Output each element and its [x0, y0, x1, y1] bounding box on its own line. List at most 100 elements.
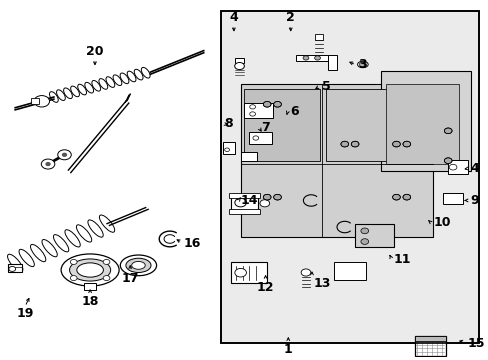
Bar [314, 34, 323, 40]
Bar [84, 283, 96, 290]
Circle shape [9, 266, 16, 271]
Circle shape [46, 163, 50, 166]
Text: 2: 2 [286, 11, 294, 24]
Ellipse shape [71, 86, 79, 97]
Circle shape [273, 102, 281, 107]
Bar [334, 262, 365, 280]
Bar [220, 12, 478, 343]
Bar [230, 262, 266, 283]
Circle shape [70, 275, 77, 280]
Circle shape [402, 194, 410, 200]
Circle shape [234, 63, 244, 69]
Circle shape [62, 153, 66, 156]
Circle shape [224, 148, 229, 152]
Bar [414, 336, 445, 356]
Bar [31, 98, 39, 104]
Bar [244, 103, 272, 118]
Bar [243, 89, 320, 161]
Bar [295, 55, 331, 61]
Circle shape [392, 141, 400, 147]
Bar [327, 55, 336, 70]
Circle shape [234, 198, 246, 207]
Ellipse shape [113, 75, 122, 86]
Ellipse shape [63, 88, 72, 99]
Ellipse shape [106, 77, 115, 87]
Bar [230, 194, 257, 211]
Ellipse shape [42, 239, 57, 257]
Ellipse shape [53, 235, 69, 252]
Circle shape [359, 62, 366, 67]
Circle shape [249, 105, 255, 109]
Bar [447, 161, 467, 174]
Ellipse shape [88, 220, 103, 237]
Text: 18: 18 [81, 295, 99, 308]
Bar [325, 89, 401, 161]
Text: 4: 4 [229, 11, 238, 24]
Ellipse shape [84, 82, 93, 93]
Circle shape [301, 269, 310, 276]
Circle shape [340, 141, 348, 147]
Bar [223, 141, 235, 154]
Text: 16: 16 [183, 237, 201, 250]
Text: 10: 10 [432, 216, 450, 229]
Circle shape [103, 275, 110, 280]
Ellipse shape [120, 73, 129, 84]
Circle shape [58, 150, 71, 160]
Ellipse shape [65, 230, 80, 247]
Ellipse shape [357, 61, 367, 68]
Circle shape [444, 158, 451, 163]
Ellipse shape [92, 81, 101, 91]
Text: 7: 7 [260, 121, 269, 134]
Ellipse shape [134, 69, 142, 80]
Circle shape [252, 136, 258, 140]
Ellipse shape [120, 255, 156, 276]
Ellipse shape [76, 225, 92, 242]
Ellipse shape [57, 90, 65, 100]
Text: 19: 19 [16, 307, 34, 320]
Text: 1: 1 [284, 343, 292, 356]
Circle shape [249, 112, 255, 116]
Bar [241, 152, 256, 161]
Circle shape [444, 128, 451, 134]
Ellipse shape [30, 244, 46, 262]
Text: 4: 4 [469, 162, 478, 175]
Text: 9: 9 [469, 194, 478, 207]
Circle shape [314, 56, 320, 60]
Circle shape [350, 141, 358, 147]
Circle shape [234, 269, 246, 277]
Text: 20: 20 [86, 45, 103, 58]
Text: 3: 3 [358, 58, 366, 71]
Ellipse shape [61, 254, 119, 286]
Circle shape [70, 260, 77, 265]
Text: 17: 17 [121, 272, 139, 285]
Ellipse shape [131, 261, 145, 269]
Ellipse shape [69, 259, 110, 281]
Circle shape [263, 194, 270, 200]
Bar [228, 193, 260, 198]
Text: 14: 14 [241, 194, 258, 207]
Bar [386, 84, 458, 164]
Bar [414, 336, 445, 341]
Bar [222, 13, 477, 342]
Circle shape [41, 159, 55, 169]
Circle shape [263, 102, 270, 107]
Text: 15: 15 [466, 337, 484, 350]
Text: 8: 8 [224, 117, 232, 130]
Text: 12: 12 [256, 281, 274, 294]
Ellipse shape [99, 215, 115, 232]
Text: 5: 5 [322, 80, 330, 93]
Circle shape [392, 194, 400, 200]
Circle shape [303, 56, 308, 60]
Bar [235, 58, 244, 63]
Circle shape [260, 200, 269, 207]
Bar [248, 132, 272, 144]
Ellipse shape [19, 249, 34, 267]
Bar [241, 84, 432, 237]
Bar [354, 224, 393, 247]
Bar [380, 71, 470, 171]
Bar [8, 264, 22, 272]
Ellipse shape [127, 71, 136, 82]
Ellipse shape [141, 67, 150, 78]
Bar [220, 12, 478, 343]
Ellipse shape [77, 263, 103, 277]
